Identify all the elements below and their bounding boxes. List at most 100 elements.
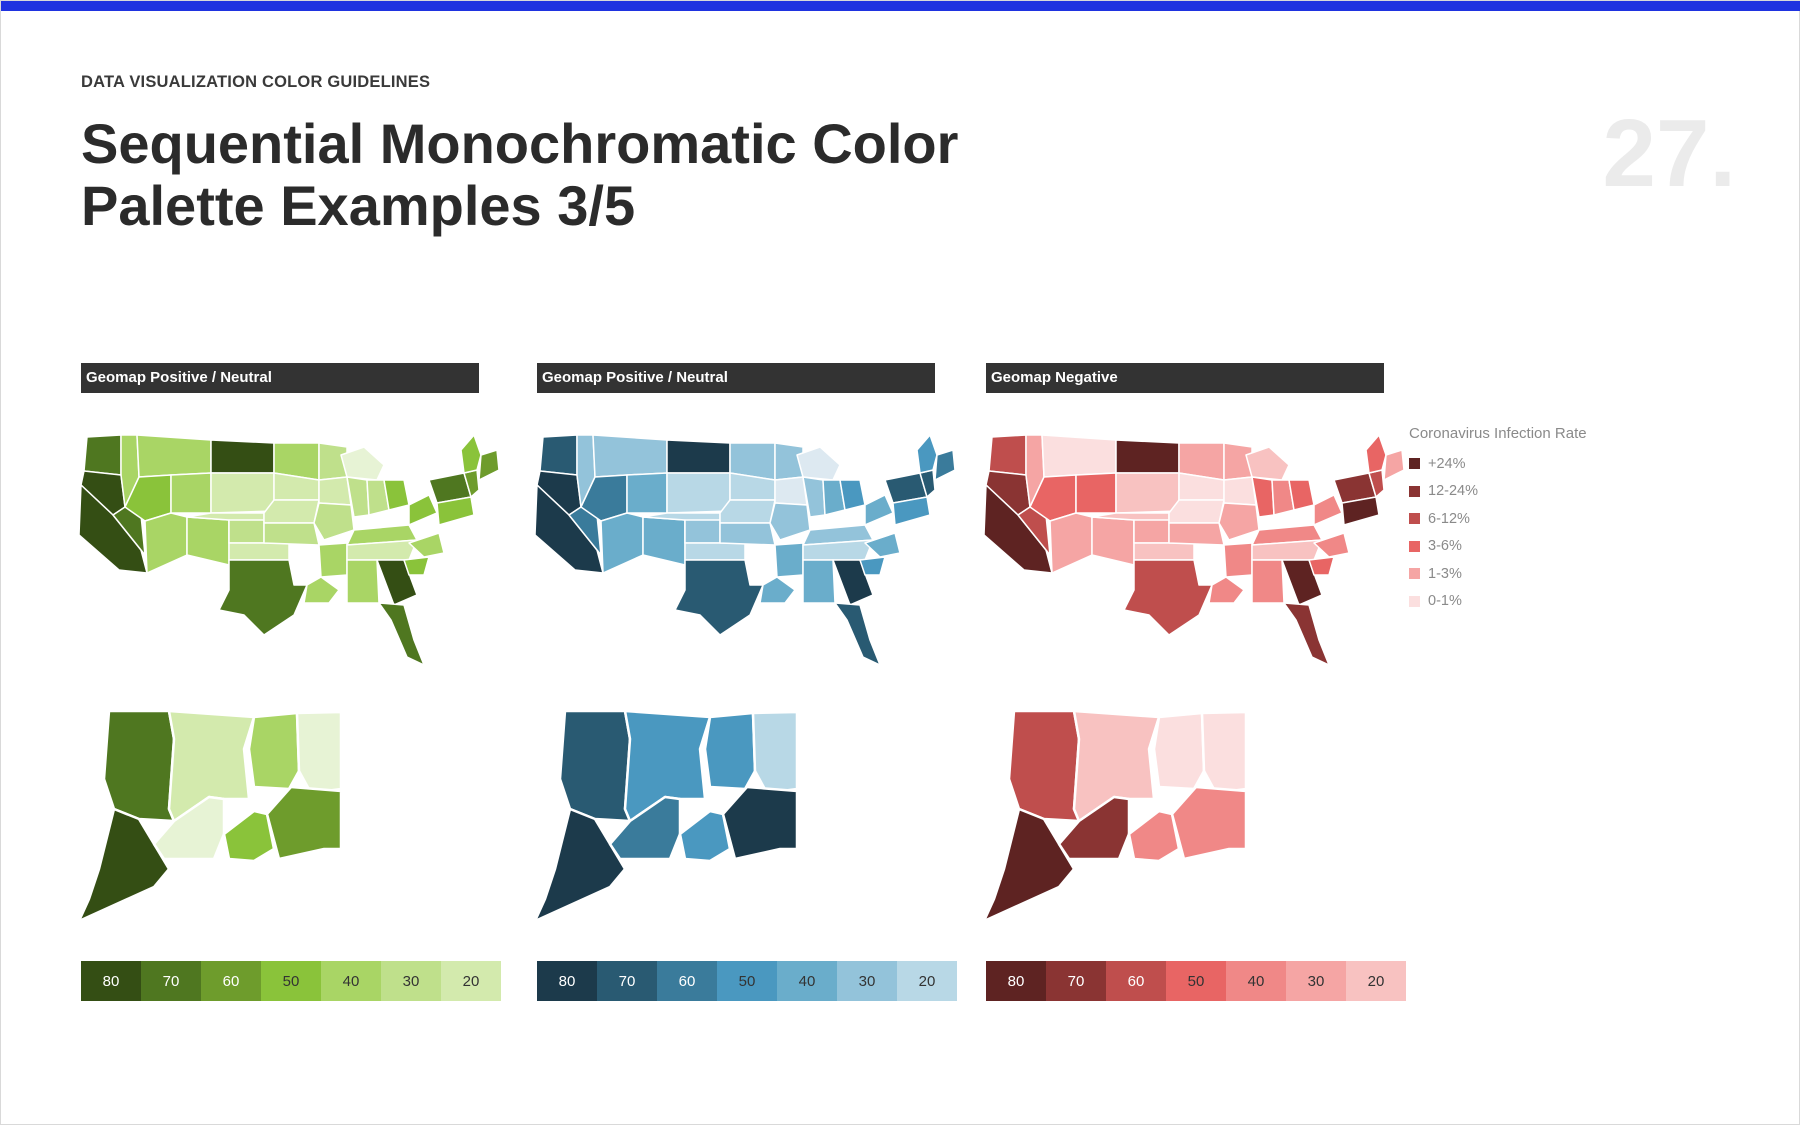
scale-step-70: 70 [141, 961, 201, 1001]
scale-step-20: 20 [1346, 961, 1406, 1001]
scale-step-50: 50 [1166, 961, 1226, 1001]
legend-item: +24% [1409, 450, 1587, 478]
county-region-2 [247, 711, 301, 791]
state-region-34 [1313, 532, 1350, 558]
scale-step-30: 30 [381, 961, 441, 1001]
state-region-33 [1308, 556, 1335, 576]
scale-step-40: 40 [321, 961, 381, 1001]
state-region-7 [144, 512, 188, 574]
state-region-41 [478, 449, 500, 481]
scale-step-50: 50 [261, 961, 321, 1001]
county-region-7 [265, 785, 343, 861]
panel-title-green: Geomap Positive / Neutral [81, 363, 479, 393]
state-region-21 [774, 476, 808, 506]
state-region-31 [802, 559, 836, 604]
scale-step-30: 30 [1286, 961, 1346, 1001]
state-region-13 [684, 519, 721, 544]
scale-step-20: 20 [441, 961, 501, 1001]
county-region-0 [102, 709, 176, 823]
state-region-40 [916, 434, 938, 474]
county-region-3 [295, 710, 343, 795]
color-scale-green: 80 70 60 50 40 30 20 [81, 961, 501, 1001]
county-region-2 [1152, 711, 1206, 791]
state-region-3 [112, 506, 146, 556]
state-region-28 [1288, 479, 1315, 511]
state-region-23 [774, 542, 804, 578]
state-region-10 [1115, 439, 1180, 474]
legend-label: 3-6% [1428, 538, 1462, 555]
state-region-35 [864, 494, 894, 526]
us-map-red [984, 434, 1405, 666]
panel-title-blue: Geomap Positive / Neutral [537, 363, 935, 393]
state-region-24 [303, 576, 340, 604]
county-region-4 [535, 807, 627, 923]
scale-step-50: 50 [717, 961, 777, 1001]
state-region-14 [684, 542, 746, 561]
state-region-23 [318, 542, 348, 578]
county-region-3 [1200, 710, 1248, 795]
state-region-15 [1123, 559, 1213, 636]
state-region-24 [759, 576, 796, 604]
ct-map-red [984, 709, 1248, 923]
state-region-18 [263, 499, 320, 524]
county-region-5 [608, 795, 682, 861]
state-region-39 [834, 602, 881, 666]
state-region-33 [403, 556, 430, 576]
state-region-25 [1245, 446, 1290, 481]
state-region-0 [988, 434, 1027, 476]
legend-item: 6-12% [1409, 505, 1587, 533]
scale-step-30: 30 [837, 961, 897, 1001]
state-region-0 [539, 434, 578, 476]
state-region-8 [626, 472, 668, 514]
state-region-31 [1251, 559, 1285, 604]
county-region-2 [703, 711, 757, 791]
legend-label: +24% [1428, 455, 1466, 472]
county-region-7 [721, 785, 799, 861]
state-region-0 [83, 434, 122, 476]
state-region-7 [600, 512, 644, 574]
state-region-9 [186, 516, 230, 566]
state-region-22 [1218, 502, 1260, 541]
state-region-24 [1208, 576, 1245, 604]
scale-step-40: 40 [777, 961, 837, 1001]
state-region-19 [263, 522, 320, 546]
state-region-39 [1283, 602, 1330, 666]
state-region-34 [408, 532, 445, 558]
state-region-8 [1075, 472, 1117, 514]
scale-step-60: 60 [201, 961, 261, 1001]
legend-label: 1-3% [1428, 565, 1462, 582]
legend-swatch [1409, 568, 1420, 580]
legend-item: 3-6% [1409, 533, 1587, 561]
state-region-5 [592, 434, 668, 478]
state-region-8 [170, 472, 212, 514]
scale-step-80: 80 [537, 961, 597, 1001]
state-region-31 [346, 559, 380, 604]
page-number: 27. [1602, 100, 1736, 207]
state-region-5 [1041, 434, 1117, 478]
state-region-14 [1133, 542, 1195, 561]
state-region-28 [839, 479, 866, 511]
map-legend: Coronavirus Infection Rate +24% 12-24% 6-1… [1409, 425, 1587, 615]
state-region-11 [1115, 472, 1180, 514]
state-region-13 [1133, 519, 1170, 544]
legend-item: 12-24% [1409, 478, 1587, 506]
state-region-38 [892, 496, 931, 526]
state-region-38 [436, 496, 475, 526]
state-region-35 [1313, 494, 1343, 526]
state-region-38 [1341, 496, 1380, 526]
state-region-21 [1223, 476, 1257, 506]
legend-item: 1-3% [1409, 560, 1587, 588]
page-title: Sequential Monochromatic Color Palette E… [81, 113, 1181, 237]
state-region-40 [460, 434, 482, 474]
state-region-10 [666, 439, 731, 474]
state-region-9 [642, 516, 686, 566]
state-region-13 [228, 519, 265, 544]
scale-step-70: 70 [1046, 961, 1106, 1001]
county-region-0 [1007, 709, 1081, 823]
state-region-25 [796, 446, 841, 481]
legend-title: Coronavirus Infection Rate [1409, 425, 1587, 442]
county-region-0 [558, 709, 632, 823]
state-region-23 [1223, 542, 1253, 578]
legend-items: +24% 12-24% 6-12% 3-6% 1-3% 0-1% [1409, 450, 1587, 615]
state-region-15 [218, 559, 308, 636]
